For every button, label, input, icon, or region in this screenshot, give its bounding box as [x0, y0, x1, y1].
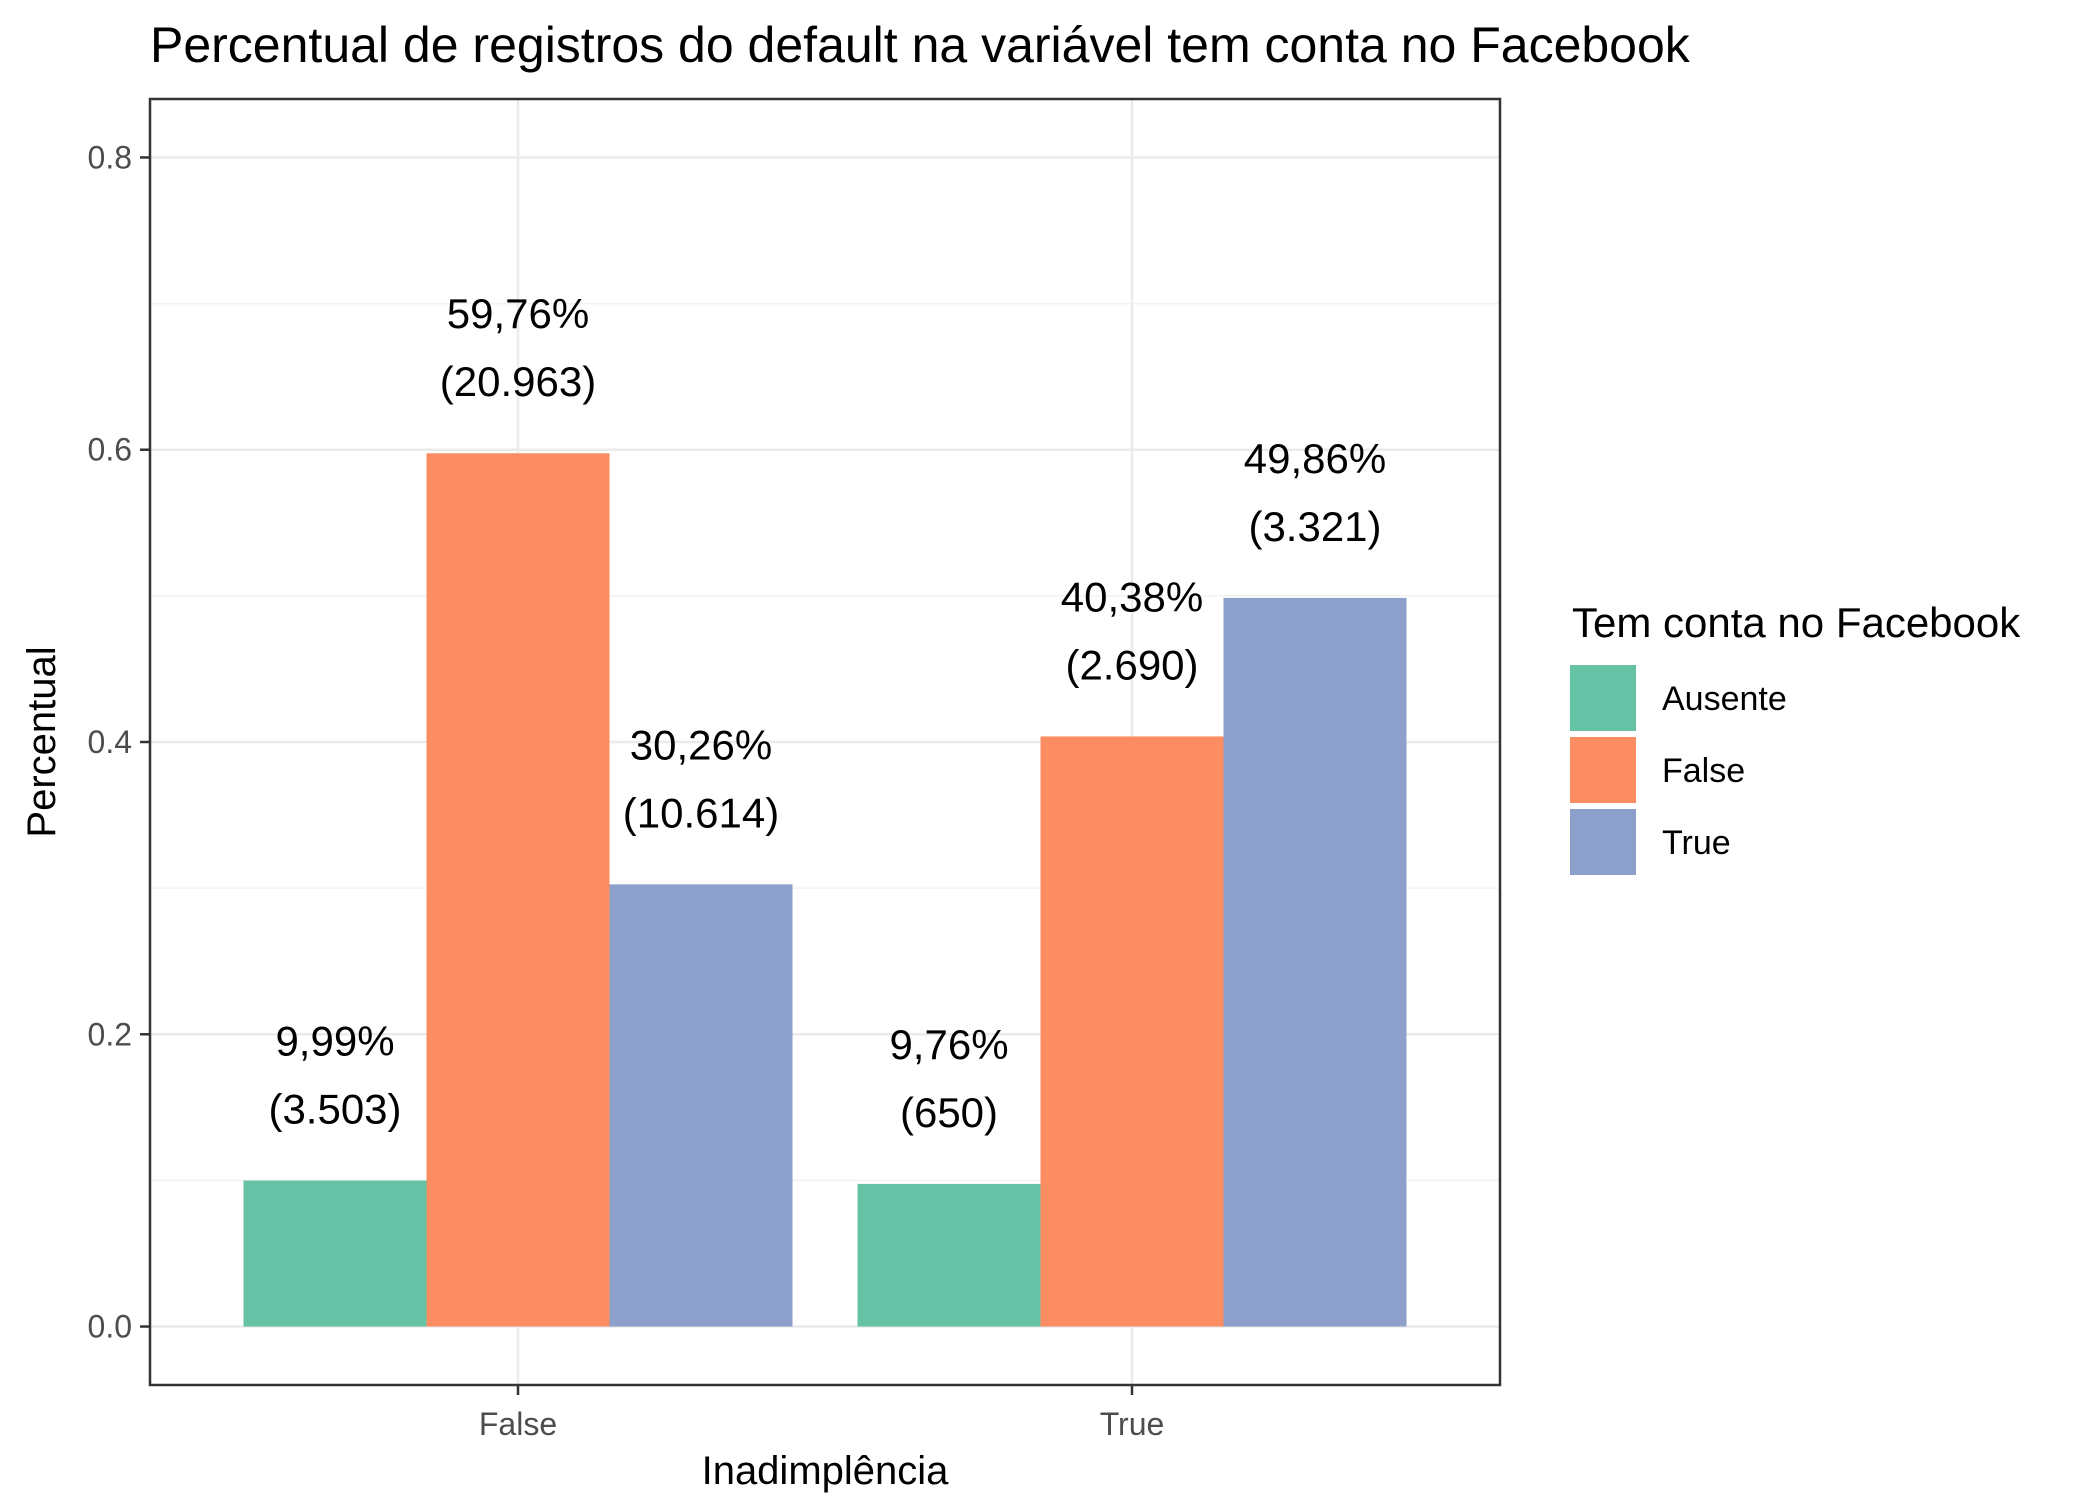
data-label-percent: 59,76% — [447, 290, 589, 337]
x-axis: False True — [479, 1385, 1164, 1442]
data-label-count: (3.321) — [1248, 503, 1381, 550]
data-label-count: (650) — [900, 1089, 998, 1136]
legend-key-ausente — [1570, 665, 1636, 731]
y-tick-label: 0.8 — [88, 139, 132, 175]
data-label-count: (20.963) — [440, 358, 596, 405]
legend-key-true — [1570, 809, 1636, 875]
bars — [243, 453, 1407, 1327]
x-tick-label: False — [479, 1406, 557, 1442]
bar-ausente-true — [857, 1183, 1041, 1327]
data-label-percent: 40,38% — [1061, 573, 1203, 620]
bar-ausente-false — [243, 1180, 427, 1327]
legend-label-ausente: Ausente — [1662, 680, 1787, 718]
legend-key-false — [1570, 737, 1636, 803]
bar-true-false — [609, 884, 793, 1327]
y-axis-label: Percentual — [20, 646, 64, 837]
x-axis-label: Inadimplência — [702, 1449, 950, 1493]
y-tick-label: 0.6 — [88, 432, 132, 468]
y-axis: 0.0 0.2 0.4 0.6 0.8 — [88, 139, 150, 1345]
legend-title: Tem conta no Facebook — [1572, 599, 2021, 646]
x-tick-label: True — [1100, 1406, 1165, 1442]
data-label-count: (2.690) — [1065, 641, 1198, 688]
y-tick-label: 0.0 — [88, 1309, 132, 1345]
y-tick-label: 0.2 — [88, 1016, 132, 1052]
data-label-percent: 9,99% — [275, 1018, 394, 1065]
data-label-percent: 49,86% — [1244, 435, 1386, 482]
data-label-count: (10.614) — [623, 789, 779, 836]
bar-true-true — [1223, 597, 1407, 1327]
chart-title: Percentual de registros do default na va… — [150, 17, 1691, 73]
data-label-count: (3.503) — [268, 1086, 401, 1133]
y-tick-label: 0.4 — [88, 724, 132, 760]
bar-labels: 9,99% (3.503) 59,76% (20.963) 30,26% (10.614)… — [268, 290, 1386, 1136]
data-label-percent: 30,26% — [630, 721, 772, 768]
legend: Tem conta no Facebook Ausente False True — [1570, 599, 2021, 875]
data-label-percent: 9,76% — [889, 1021, 1008, 1068]
bar-false-true — [1040, 736, 1224, 1327]
bar-false-false — [426, 453, 610, 1327]
legend-label-true: True — [1662, 824, 1731, 862]
legend-label-false: False — [1662, 752, 1745, 790]
